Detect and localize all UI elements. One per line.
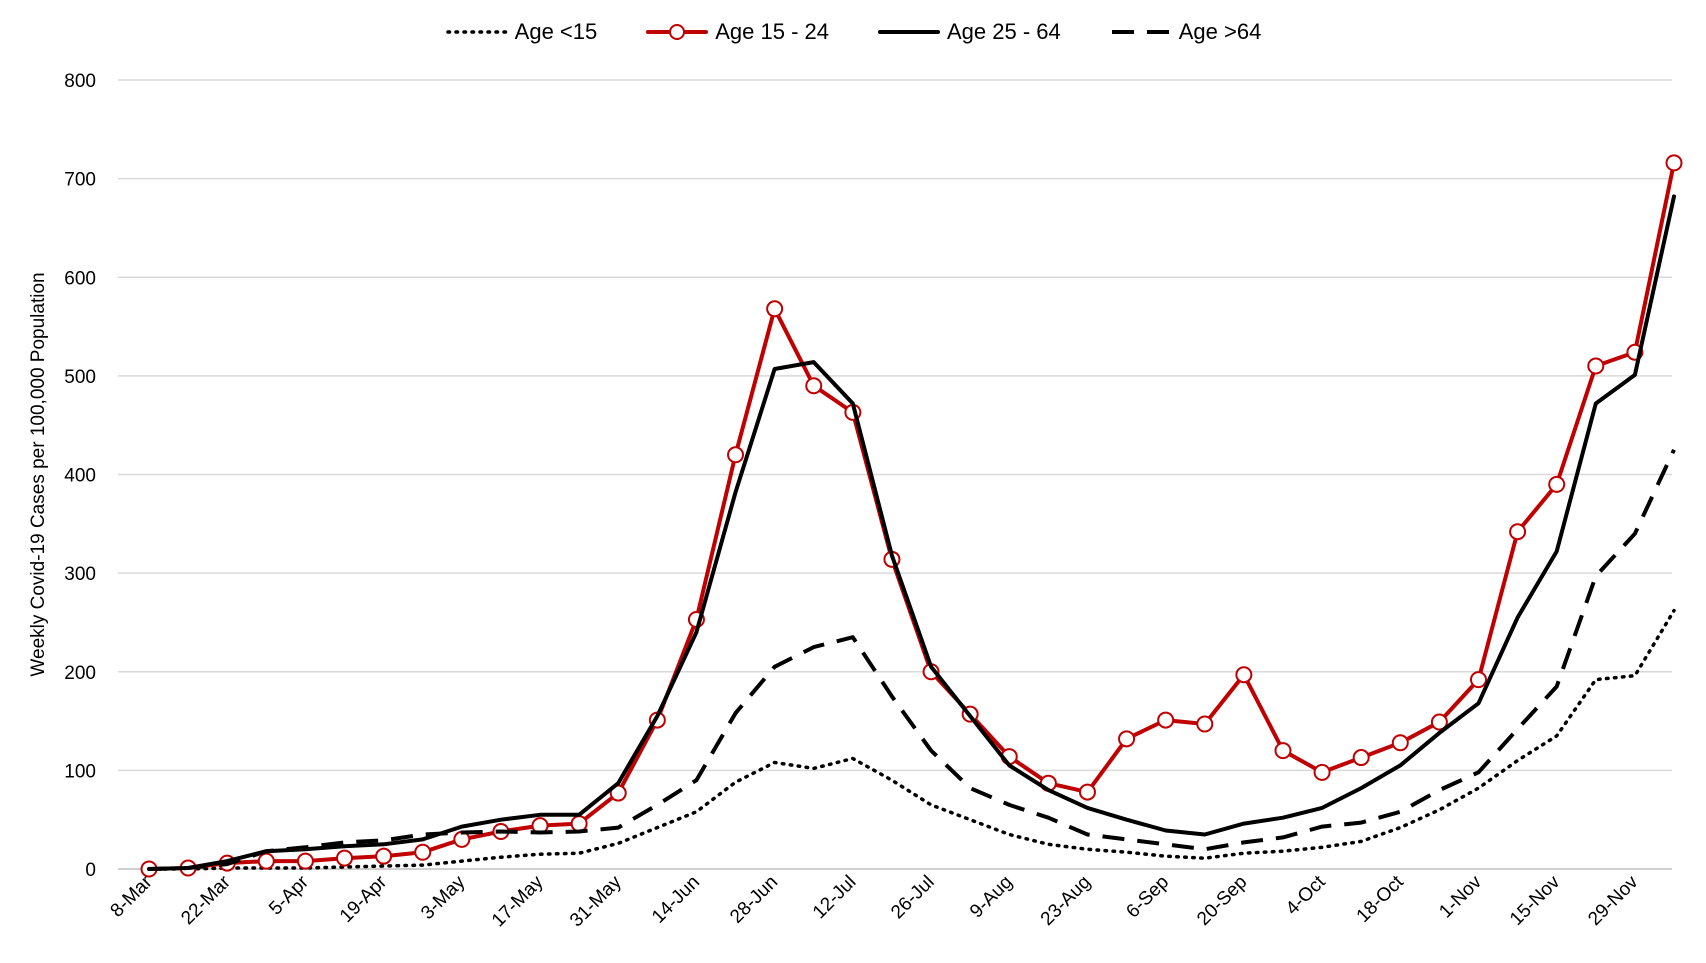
y-tick-label: 800 — [64, 71, 96, 92]
data-point — [1430, 713, 1448, 731]
data-point — [570, 815, 588, 833]
x-tick-label: 26-Jul — [887, 872, 938, 923]
x-tick-label: 18-Oct — [1353, 871, 1409, 927]
data-point — [1469, 671, 1487, 689]
data-point — [257, 852, 275, 870]
x-tick-label: 8-Mar — [107, 871, 157, 921]
series-line — [148, 448, 1676, 871]
y-tick-label: 300 — [64, 564, 96, 585]
data-point — [1587, 357, 1605, 375]
legend-label: Age 25 - 64 — [947, 19, 1061, 44]
series-age-64 — [148, 448, 1676, 871]
x-tick-label: 19-Apr — [336, 871, 392, 927]
x-tick-label: 4-Oct — [1282, 871, 1330, 919]
data-point — [375, 847, 393, 865]
series-line — [147, 194, 1676, 871]
y-tick-label: 600 — [64, 268, 96, 289]
y-tick-label: 0 — [85, 860, 96, 881]
y-tick-label: 400 — [64, 466, 96, 487]
x-tick-label: 28-Jun — [726, 872, 782, 928]
series-line — [147, 608, 1676, 871]
data-point — [1391, 734, 1409, 752]
y-axis-ticks: 0 100 200 300 400 500 600 700 800 — [64, 71, 96, 881]
legend-swatch — [878, 30, 940, 34]
series-age-25-64 — [147, 194, 1676, 871]
legend-label: Age >64 — [1178, 19, 1262, 44]
x-tick-label: 17-May — [488, 871, 548, 931]
legend-label: Age <15 — [514, 19, 598, 44]
series-age-15-24 — [140, 154, 1683, 878]
x-tick-label: 9-Aug — [966, 872, 1017, 923]
data-point — [1118, 730, 1136, 748]
y-tick-label: 100 — [64, 761, 96, 782]
data-point — [766, 300, 784, 318]
y-tick-label: 700 — [64, 170, 96, 191]
legend: Age <15 Age 15 - 24 Age 25 - 64 Age >64 — [0, 14, 1706, 50]
x-tick-label: 15-Nov — [1506, 871, 1565, 930]
x-tick-label: 1-Nov — [1435, 871, 1486, 922]
x-tick-label: 6-Sep — [1123, 872, 1174, 923]
x-tick-label: 31-May — [566, 871, 626, 931]
x-tick-label: 22-Mar — [177, 871, 235, 929]
data-point — [1509, 523, 1527, 541]
data-point — [1157, 711, 1175, 729]
data-point — [1665, 154, 1683, 172]
x-tick-label: 29-Nov — [1584, 871, 1643, 930]
data-point — [414, 843, 432, 861]
x-axis-ticks: 8-Mar 22-Mar 5-Apr 19-Apr 3-May 17-May 31-May 1… — [107, 871, 1643, 931]
data-point — [1235, 666, 1253, 684]
data-point — [727, 446, 745, 464]
data-point — [1352, 749, 1370, 767]
data-point — [1196, 715, 1214, 733]
y-axis-title: Weekly Covid-19 Cases per 100,000 Popula… — [28, 272, 49, 676]
x-tick-label: 23-Aug — [1037, 872, 1095, 930]
data-point — [1274, 742, 1292, 760]
data-point — [1078, 783, 1096, 801]
data-point — [1313, 763, 1331, 781]
x-tick-label: 5-Apr — [265, 871, 313, 919]
legend-swatch — [1111, 30, 1170, 34]
data-point — [805, 377, 823, 395]
legend-label: Age 15 - 24 — [715, 19, 829, 44]
gridlines — [118, 79, 1672, 772]
series-age-15 — [147, 608, 1676, 871]
x-tick-label: 12-Jul — [809, 872, 860, 923]
legend-swatch — [445, 30, 508, 34]
series-line — [147, 160, 1676, 871]
data-point — [336, 849, 354, 867]
legend-item: Age >64 — [1109, 14, 1262, 50]
data-point — [1548, 475, 1566, 493]
x-tick-label: 20-Sep — [1193, 872, 1251, 930]
legend-item: Age 15 - 24 — [645, 14, 829, 50]
legend-item: Age <15 — [445, 14, 598, 50]
series-lines — [140, 154, 1683, 878]
y-tick-label: 500 — [64, 367, 96, 388]
y-tick-label: 200 — [64, 663, 96, 684]
x-tick-label: 14-Jun — [648, 872, 704, 928]
legend-item: Age 25 - 64 — [877, 14, 1061, 50]
data-point — [296, 852, 314, 870]
legend-swatch — [646, 24, 709, 40]
x-tick-label: 3-May — [417, 871, 470, 924]
